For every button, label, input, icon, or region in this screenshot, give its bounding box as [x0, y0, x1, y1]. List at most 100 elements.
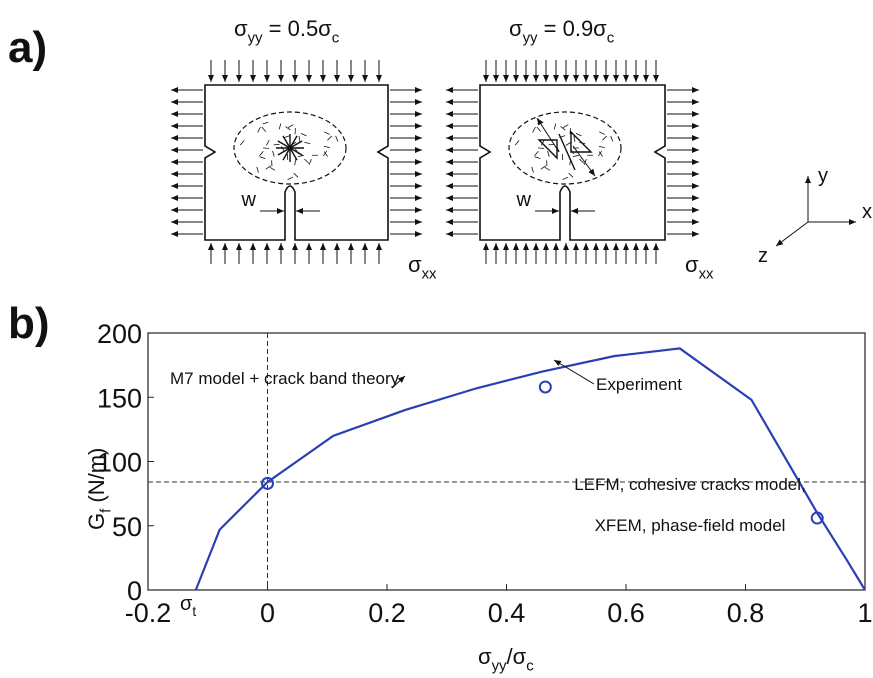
stroke [544, 166, 551, 171]
annotation: M7 model + crack band theory [170, 369, 400, 388]
panel-label: b) [8, 299, 50, 348]
y-tick-label: 200 [97, 319, 142, 349]
x-tick-label: 0.2 [368, 598, 406, 628]
x-tick-label: 0 [260, 598, 275, 628]
y-tick-label: 0 [127, 576, 142, 606]
stroke [335, 135, 339, 142]
stroke [239, 140, 245, 146]
stroke [553, 359, 595, 385]
y-axis-label-part: f [98, 508, 115, 513]
y-axis-label-part: (N/m) [84, 448, 109, 509]
x-axis-label-part: yy [492, 658, 507, 675]
stroke [538, 147, 545, 149]
stroke [579, 158, 585, 164]
load-label: σyy = 0.9σc [509, 16, 615, 47]
stroke [560, 126, 566, 131]
stroke [598, 151, 603, 157]
stroke [259, 156, 266, 159]
stroke [536, 126, 542, 132]
annotation: LEFM, cohesive cracks model, [574, 475, 805, 494]
process-zone [508, 111, 622, 185]
stroke [562, 124, 569, 128]
side-label: σxx [408, 252, 437, 283]
stroke [568, 172, 574, 178]
stroke [534, 150, 539, 157]
load-label-part: c [607, 30, 615, 47]
stroke [775, 221, 809, 247]
stroke [597, 150, 602, 157]
y-tick-label: 150 [97, 383, 142, 413]
x-axis-label-part: /σ [507, 644, 527, 669]
stroke [287, 124, 294, 128]
x-axis-label: σyy/σc [478, 644, 534, 675]
start-label-part: σ [180, 593, 193, 615]
stroke [572, 154, 579, 158]
load-label-part: = 0.9σ [538, 16, 608, 41]
annotation: XFEM, phase-field model [595, 516, 786, 535]
stroke [281, 146, 285, 152]
stroke [298, 135, 301, 142]
stroke [265, 165, 271, 170]
stroke [575, 133, 582, 137]
load-label: σyy = 0.5σc [234, 16, 340, 47]
stroke [263, 147, 270, 149]
side-label-part: xx [699, 266, 714, 283]
side-label-part: σ [408, 252, 422, 277]
side-label-part: xx [422, 266, 437, 283]
experiment-point [261, 476, 274, 490]
axis-label: x [862, 201, 872, 223]
start-label: σt [180, 593, 196, 619]
axis-label: z [758, 245, 768, 267]
experiment-point [810, 511, 824, 525]
stroke [553, 123, 557, 130]
stroke [536, 117, 560, 153]
load-label-part: yy [248, 30, 263, 47]
stroke [297, 154, 304, 158]
stroke [323, 145, 330, 148]
stroke [602, 135, 608, 141]
side-label-part: σ [685, 252, 699, 277]
stroke [257, 126, 261, 133]
stroke [610, 135, 614, 142]
stroke [273, 143, 280, 146]
stroke [324, 131, 330, 135]
axis-label: y [818, 165, 828, 187]
stroke [547, 150, 550, 157]
x-tick-label: 0.8 [727, 598, 765, 628]
load-label-part: σ [234, 16, 248, 41]
x-tick-label: -0.2 [125, 598, 172, 628]
stroke [304, 141, 311, 145]
stroke [269, 166, 276, 171]
specimen [204, 84, 389, 241]
stroke [308, 159, 312, 165]
width-label: w [241, 189, 257, 211]
stroke [531, 166, 534, 173]
specimen [479, 84, 666, 241]
stroke [262, 121, 269, 125]
stroke [284, 135, 291, 138]
stroke [541, 139, 545, 146]
load-label-part: = 0.5σ [263, 16, 333, 41]
width-label: w [516, 189, 532, 211]
stroke [391, 375, 406, 389]
stroke [259, 150, 264, 157]
stroke [278, 123, 282, 130]
stroke [327, 135, 333, 141]
stroke [532, 126, 536, 133]
experiment-point [538, 380, 552, 394]
stroke [322, 150, 327, 157]
x-tick-label: 0.4 [488, 598, 526, 628]
stroke [573, 135, 576, 142]
x-tick-label: 0.6 [607, 598, 645, 628]
stroke [300, 133, 307, 137]
stroke [256, 166, 259, 173]
stroke [540, 165, 546, 170]
stroke [272, 150, 275, 157]
stroke [562, 176, 569, 180]
load-label-part: σ [509, 16, 523, 41]
stroke [599, 131, 605, 135]
